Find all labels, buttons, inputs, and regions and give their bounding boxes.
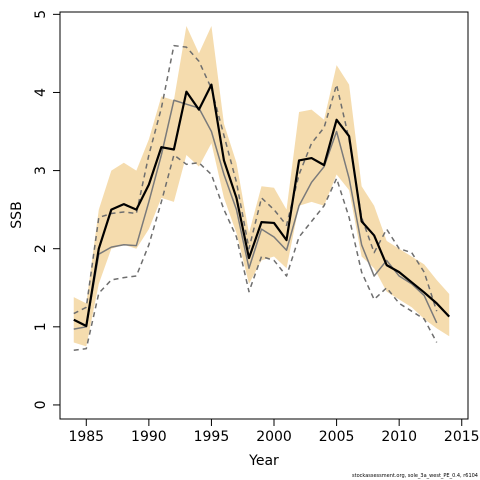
x-tick-label: 2015 xyxy=(444,429,480,445)
x-tick-label: 1995 xyxy=(194,429,230,445)
x-tick-label: 1990 xyxy=(131,429,167,445)
y-tick-label: 3 xyxy=(33,166,49,175)
confidence-band xyxy=(73,26,450,347)
x-tick-label: 1985 xyxy=(68,429,104,445)
x-tick-label: 2010 xyxy=(381,429,417,445)
x-tick-label: 2005 xyxy=(319,429,355,445)
y-tick-label: 4 xyxy=(33,88,49,97)
footnote: stockassessment.org, sole_3a_west_PE_0.4… xyxy=(352,473,478,479)
series-line xyxy=(73,99,438,330)
series-line xyxy=(73,83,451,328)
series-line xyxy=(73,154,438,351)
y-tick-label: 1 xyxy=(33,322,49,331)
y-tick-label: 5 xyxy=(33,10,49,19)
series-line xyxy=(73,44,438,315)
y-tick-label: 0 xyxy=(33,400,49,409)
y-axis-label: SSB xyxy=(9,201,25,228)
y-tick-label: 2 xyxy=(33,244,49,253)
x-axis-label: Year xyxy=(248,453,279,469)
x-tick-label: 2000 xyxy=(256,429,292,445)
plot-frame xyxy=(59,11,469,420)
